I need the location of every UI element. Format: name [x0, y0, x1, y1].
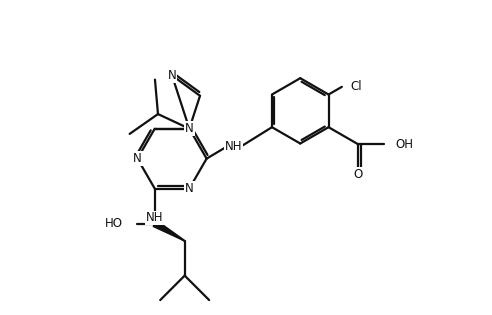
Text: N: N — [185, 182, 194, 195]
Text: NH: NH — [224, 140, 242, 153]
Text: N: N — [133, 152, 142, 165]
Text: HO: HO — [105, 217, 123, 230]
Text: N: N — [168, 69, 177, 82]
Text: Cl: Cl — [350, 80, 362, 93]
Text: NH: NH — [146, 211, 163, 225]
Polygon shape — [153, 221, 184, 241]
Text: O: O — [354, 168, 363, 181]
Text: N: N — [185, 122, 194, 135]
Text: OH: OH — [395, 138, 413, 151]
